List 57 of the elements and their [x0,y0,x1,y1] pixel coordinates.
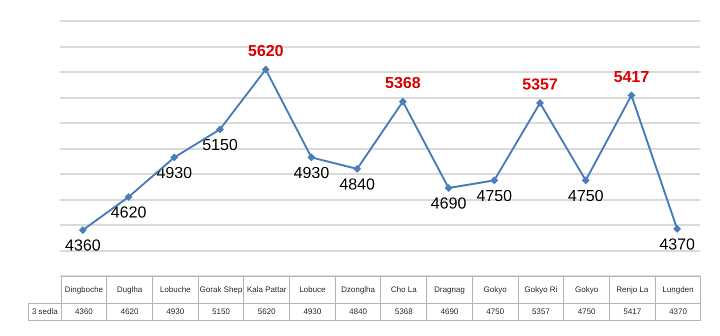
point [170,153,178,162]
point [78,226,87,234]
annotation: 4750 [568,188,604,205]
annotation: 5417 [614,68,650,86]
x-tick-label: Gokyo Ri [518,276,564,304]
x-tick-label: Dzonglha [335,276,381,304]
data-label: 5417 [609,304,656,320]
point [627,91,636,100]
x-tick-label: Gorak Shep [198,276,244,304]
text: 3 sedla [28,304,61,320]
point [582,176,590,184]
data-label: 5368 [380,304,427,320]
point [673,224,682,233]
data-label: 4930 [290,304,336,320]
x-tick-label: Duglha [106,276,152,304]
annotation: 4930 [294,164,330,182]
data-label: 5620 [244,304,290,320]
x-tick-label: Cho La [380,276,427,304]
annotation: 5357 [522,76,558,94]
data-label: 4370 [655,304,701,320]
x-tick-label: Dingboche [61,276,107,304]
data-label: 4930 [152,304,198,320]
annotation: 4690 [430,196,466,213]
annotation: 5150 [202,136,238,154]
annotation: 4750 [476,188,512,205]
point [536,98,544,107]
annotation: 4840 [339,176,376,194]
data-label: 4360 [61,304,107,320]
annotation: 5620 [248,42,284,60]
point [444,184,453,192]
annotation: 5368 [385,75,421,92]
data-label: 4690 [426,304,472,320]
point [307,153,316,162]
point [124,192,133,201]
x-tick-label: Dragnag [426,276,472,304]
annotation: 4370 [659,236,696,254]
x-tick-label: Lobuche [152,276,198,304]
x-tick-label: Lobuce [290,276,336,304]
point [216,125,224,134]
x-tick-label: Gokyo [472,276,518,304]
data-label: 4750 [564,304,610,320]
data-label: 5357 [518,304,564,320]
point [353,164,362,173]
data-label: 4750 [472,304,518,320]
annotation: 4360 [65,238,101,255]
data-label: 4620 [106,304,152,320]
data-label: 5150 [198,304,244,320]
data-label: 4840 [335,304,381,320]
point [262,65,270,74]
x-tick-label: Renjo La [609,276,656,304]
x-tick-label: Lungden [655,276,701,304]
point [398,98,407,106]
x-tick-label: Kala Pattar [244,276,290,304]
point [490,176,498,184]
annotation: 4620 [110,204,146,222]
x-tick-label: Gokyo [564,276,610,304]
annotation: 4930 [156,164,192,182]
